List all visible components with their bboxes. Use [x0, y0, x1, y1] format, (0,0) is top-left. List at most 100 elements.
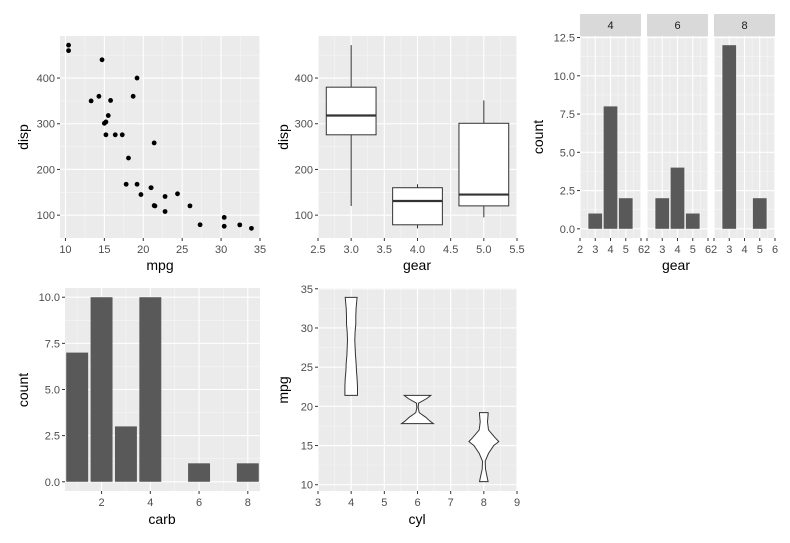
scatter-point	[175, 191, 180, 197]
facet-panel-4: 42 3 4 5 60.02.55.07.510.012.5	[554, 14, 644, 256]
facet-bar	[685, 213, 700, 229]
boxplot-y-tick-label: 400	[295, 73, 313, 85]
scatter-x-tick-label: 35	[254, 244, 266, 256]
boxplot-axes: 2.5 3.0 3.5 4.0 4.5 5.0 5.5 100 200 300 400	[295, 73, 525, 256]
boxplot-box	[325, 86, 377, 136]
boxplot-y-tick-label: 100	[295, 210, 313, 222]
facet-x-tick-label: 3	[659, 244, 665, 256]
violin-y-tick-label: 10	[301, 480, 313, 492]
boxplot-box	[458, 122, 510, 207]
boxplot-x-tick-label: 4.5	[443, 244, 458, 256]
violin-x-tick-label: 9	[514, 497, 520, 509]
carb-x-tick-label: 6	[196, 497, 202, 509]
boxplot-box	[392, 187, 443, 226]
scatter-y-tick-label: 200	[37, 164, 55, 176]
violin-y-tick-label: 15	[301, 441, 313, 453]
violin-shape	[344, 296, 358, 396]
boxplot-x-title: gear	[403, 257, 431, 273]
violin-x-tick-label: 7	[448, 497, 454, 509]
facet-strip-label: 4	[607, 20, 613, 32]
scatter-point	[134, 75, 140, 81]
scatter-point	[96, 93, 102, 99]
scatter-point	[197, 222, 203, 228]
facet-x-tick-label: 5	[690, 244, 696, 256]
carb-y-tick-label: 0.0	[45, 477, 60, 489]
violin-x-tick-label: 8	[481, 497, 487, 509]
facet-y-tick-label: 12.5	[554, 33, 575, 45]
facet-x-tick-label: 4	[674, 244, 680, 256]
facet-strip-label: 8	[741, 20, 747, 32]
violin-plot: 3 4 5 6 7 8 9 10 15 20 25 30 35 cyl mpg	[275, 284, 520, 527]
scatter-point	[103, 132, 109, 138]
boxplot-boxes	[325, 45, 510, 229]
facet-x-tick-label: 4	[741, 244, 747, 256]
facet-y-tick-label: 5.0	[560, 147, 575, 159]
carb-bars	[66, 297, 259, 482]
scatter-x-tick-label: 25	[176, 244, 188, 256]
violin-x-tick-label: 5	[381, 497, 387, 509]
violin-y-tick-label: 35	[301, 284, 313, 296]
scatter-point	[101, 120, 107, 126]
scatter-point	[119, 132, 125, 138]
scatter-y-tick-label: 400	[37, 73, 55, 85]
facet-strip	[580, 14, 641, 36]
facet-y-tick-label: 2.5	[560, 186, 575, 198]
facet-y-tick-label: 7.5	[560, 109, 575, 121]
violin-x-title: cyl	[408, 511, 425, 527]
scatter-point	[151, 140, 157, 146]
faceted-bar-chart: 42 3 4 5 60.02.55.07.510.012.562 3 4 5 682 3 4 5 6 g…	[530, 14, 778, 273]
facet-panels: 42 3 4 5 60.02.55.07.510.012.562 3 4 5 682 3 4 5 6	[554, 14, 778, 256]
scatter-x-tick-label: 15	[98, 244, 110, 256]
scatter-point	[123, 181, 129, 187]
scatter-point	[221, 223, 227, 229]
scatter-point	[138, 192, 144, 197]
facet-x-tick-label: 3	[726, 244, 732, 256]
scatter-point	[148, 185, 154, 191]
facet-y-tick-label: 0.0	[560, 224, 575, 236]
facet-x-tick-label: 6	[772, 244, 778, 256]
scatter-points	[66, 42, 254, 231]
scatter-y-tick-label: 300	[37, 119, 55, 131]
scatter-point	[66, 42, 71, 48]
facet-bar	[655, 198, 670, 229]
scatter-point	[130, 93, 136, 99]
scatter-y-tick-label: 100	[37, 210, 55, 222]
scatter-point	[105, 113, 111, 118]
carb-x-title: carb	[148, 511, 175, 527]
facet-strip-label: 6	[674, 20, 680, 32]
facet-x-tick-label: 6	[638, 244, 644, 256]
carb-y-tick-label: 5.0	[45, 385, 60, 397]
facet-x-tick-label: 2	[644, 244, 650, 256]
scatter-point	[134, 181, 140, 187]
facet-x-tick-label: 2	[711, 244, 717, 256]
boxplot-x-tick-label: 5.0	[476, 244, 491, 256]
carb-bar	[66, 352, 89, 482]
boxplot-x-tick-label: 4.0	[410, 244, 425, 256]
carb-bar	[114, 426, 137, 482]
boxplot-x-tick-label: 3.5	[377, 244, 392, 256]
carb-y-tick-label: 2.5	[45, 431, 60, 443]
boxplot-x-tick-label: 3.0	[344, 244, 359, 256]
scatter-point	[126, 155, 131, 161]
facet-x-tick-label: 3	[592, 244, 598, 256]
violin-y-tick-label: 30	[301, 323, 313, 335]
carb-y-tick-label: 7.5	[45, 338, 60, 350]
scatter-point	[66, 48, 71, 54]
facet-bar	[752, 198, 767, 229]
facet-x-title: gear	[662, 257, 690, 273]
facet-panel-6: 62 3 4 5 6	[644, 14, 711, 256]
facet-bar	[588, 213, 603, 229]
boxplot-x-tick-label: 5.5	[509, 244, 524, 256]
scatter-x-title: mpg	[146, 257, 173, 273]
scatter-panel	[60, 36, 260, 238]
facet-y-title: count	[530, 120, 546, 154]
facet-x-tick-label: 4	[607, 244, 613, 256]
scatter-x-tick-label: 10	[59, 244, 71, 256]
boxplot-x-tick-label: 2.5	[310, 244, 325, 256]
scatter-point	[221, 214, 227, 220]
facet-y-tick-label: 10.0	[554, 71, 575, 83]
carb-x-tick-label: 8	[245, 497, 251, 509]
scatter-point	[237, 222, 243, 228]
violin-x-tick-label: 3	[315, 497, 321, 509]
